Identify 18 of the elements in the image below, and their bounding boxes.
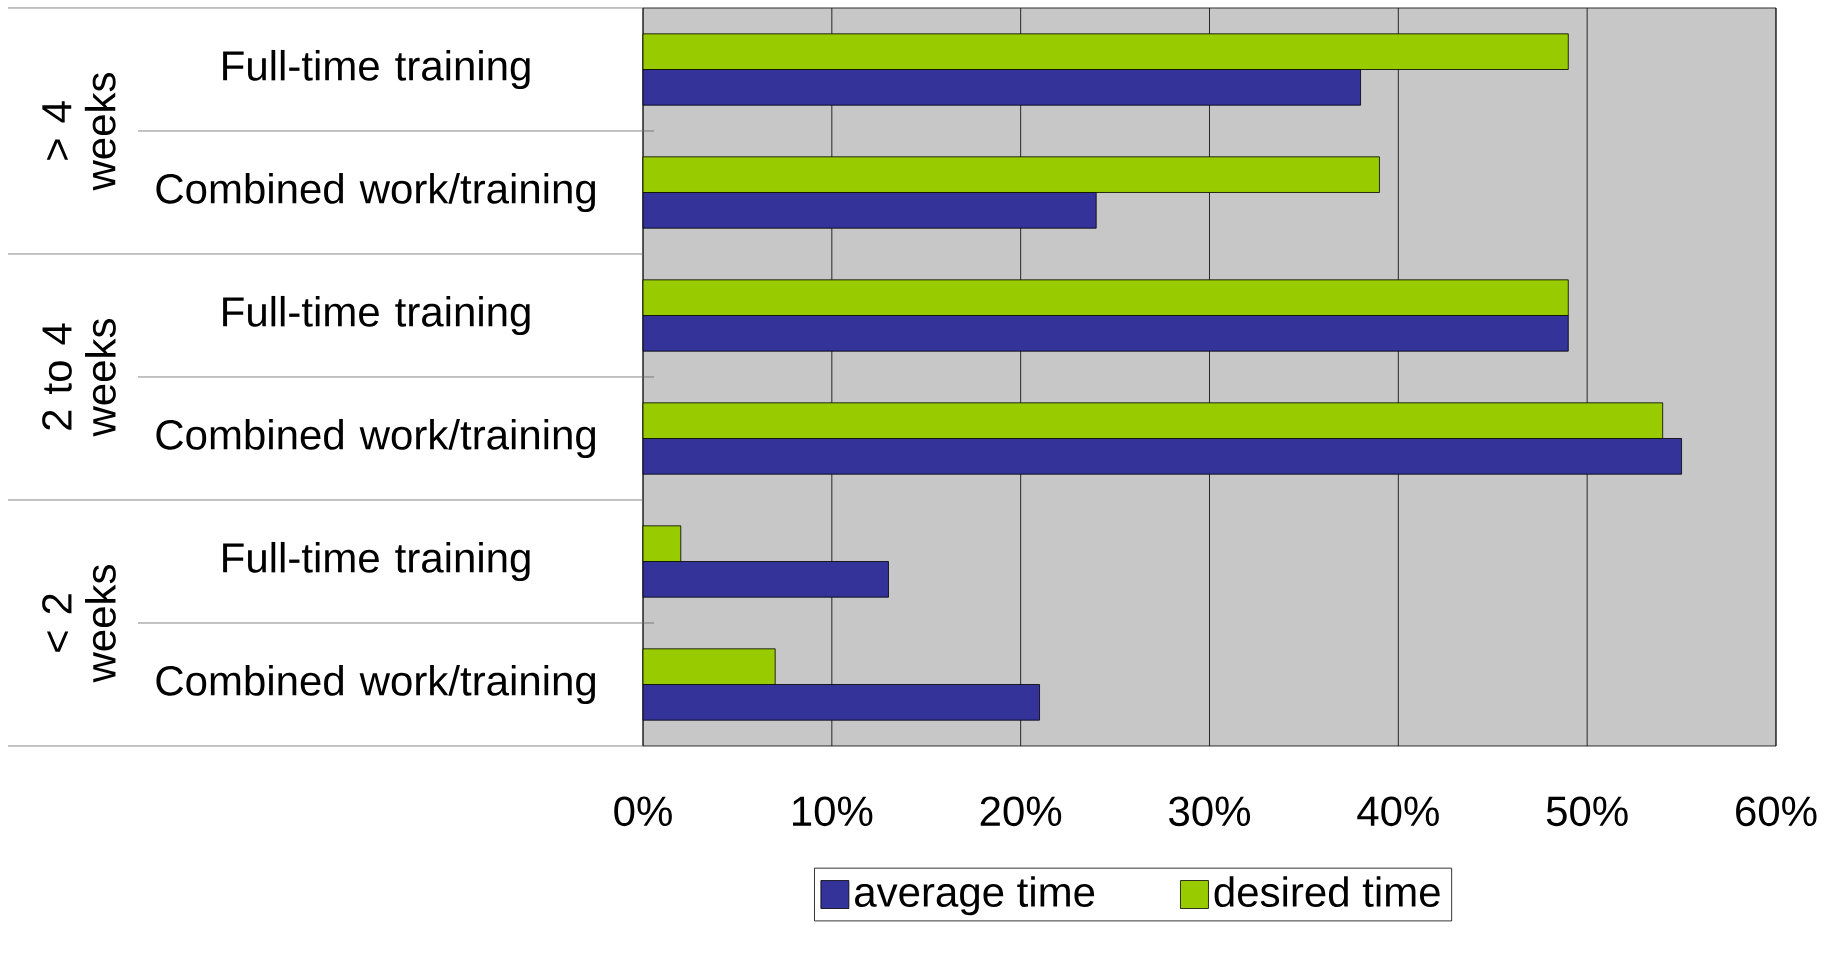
y-tick-label: Combined work/training <box>156 664 596 705</box>
x-tick-label: 50% <box>1546 796 1628 827</box>
x-tick-label: 40% <box>1357 796 1439 827</box>
y-tick-label: Full-time training <box>223 295 530 336</box>
y-tick-label: Combined work/training <box>156 172 596 213</box>
y-tick-label: Full-time training <box>223 541 530 582</box>
text: 2 to 4 weeks <box>42 319 116 437</box>
x-tick-label: 10% <box>793 796 873 827</box>
legend-label: desired time <box>1214 876 1440 907</box>
x-tick-label: 20% <box>980 796 1062 827</box>
x-tick-label: 0% <box>614 796 672 827</box>
y-tick-label: Full-time training <box>223 49 530 90</box>
legend-label: average time <box>855 876 1095 916</box>
text: < 2 weeks <box>42 565 116 683</box>
x-tick-label: 30% <box>1169 796 1251 827</box>
text: > 4 weeks <box>42 73 116 191</box>
y-tick-label: Combined work/training <box>156 418 596 459</box>
x-tick-label: 60% <box>1736 796 1817 827</box>
